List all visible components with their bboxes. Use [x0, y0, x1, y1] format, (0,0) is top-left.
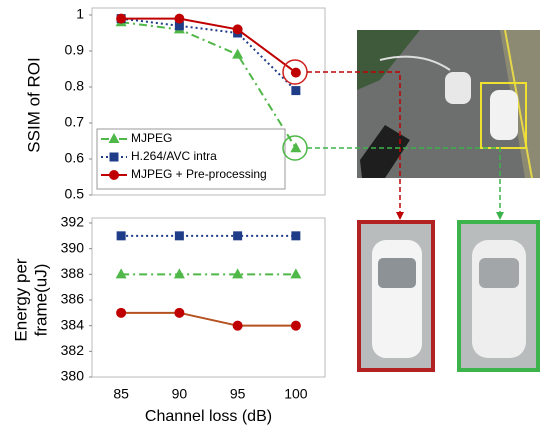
- marker: [232, 268, 244, 279]
- marker: [232, 24, 243, 35]
- marker: [290, 142, 302, 153]
- y-tick-label: 0.9: [65, 42, 85, 58]
- crop-photo: [357, 220, 540, 372]
- marker: [291, 86, 301, 96]
- marker: [290, 268, 302, 279]
- marker: [174, 307, 185, 318]
- y-tick-label: 0.6: [65, 150, 85, 166]
- y-tick-label: 0.7: [65, 114, 85, 130]
- legend-marker: [109, 152, 119, 162]
- y-axis-label: SSIM of ROI: [24, 57, 43, 152]
- x-tick-label: 95: [230, 386, 246, 402]
- x-tick-label: 85: [113, 386, 129, 402]
- series-line: [121, 17, 297, 92]
- x-tick-label: 90: [172, 386, 188, 402]
- marker: [232, 48, 244, 59]
- y-tick-label: 386: [61, 291, 85, 307]
- x-axis-label: Channel loss (dB): [145, 408, 272, 425]
- marker: [116, 307, 127, 318]
- marker: [115, 268, 127, 279]
- marker: [233, 231, 243, 241]
- legend-marker: [109, 170, 119, 180]
- series-line: [121, 17, 297, 74]
- marker: [290, 67, 301, 78]
- y-tick-label: 390: [61, 239, 85, 255]
- legend: [96, 128, 286, 190]
- y-axis-label: frame(uJ): [31, 264, 50, 337]
- y-tick-label: 0.8: [65, 78, 85, 94]
- marker: [290, 320, 301, 331]
- marker: [174, 231, 184, 241]
- marker: [116, 231, 126, 241]
- plot-frame: [91, 7, 326, 196]
- x-tick-label: 100: [284, 386, 308, 402]
- legend-label: H.264/AVC intra: [131, 149, 217, 163]
- legend-marker: [108, 133, 120, 143]
- marker: [116, 13, 127, 24]
- plot-frame: [91, 217, 326, 378]
- y-axis-label: Energy per: [11, 258, 30, 341]
- y-tick-label: 0.5: [65, 186, 85, 202]
- y-tick-label: 388: [61, 265, 85, 281]
- marker: [174, 13, 185, 24]
- marker: [173, 268, 185, 279]
- y-tick-label: 382: [61, 342, 85, 358]
- legend-label: MJPEG: [131, 131, 172, 145]
- legend-label: MJPEG + Pre-processing: [131, 167, 267, 181]
- marker: [174, 21, 184, 31]
- marker: [232, 320, 243, 331]
- series-line: [121, 21, 297, 149]
- series-line: [121, 311, 296, 327]
- y-tick-label: 1: [76, 6, 84, 22]
- y-tick-label: 392: [61, 214, 85, 230]
- y-tick-label: 380: [61, 368, 85, 384]
- road-photo: [357, 29, 540, 179]
- marker: [291, 231, 301, 241]
- callout: [282, 59, 504, 220]
- y-tick-label: 384: [61, 316, 85, 332]
